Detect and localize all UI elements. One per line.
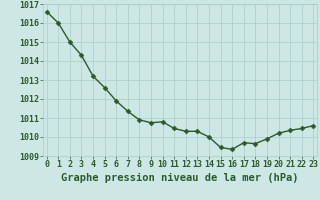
- X-axis label: Graphe pression niveau de la mer (hPa): Graphe pression niveau de la mer (hPa): [61, 173, 299, 183]
